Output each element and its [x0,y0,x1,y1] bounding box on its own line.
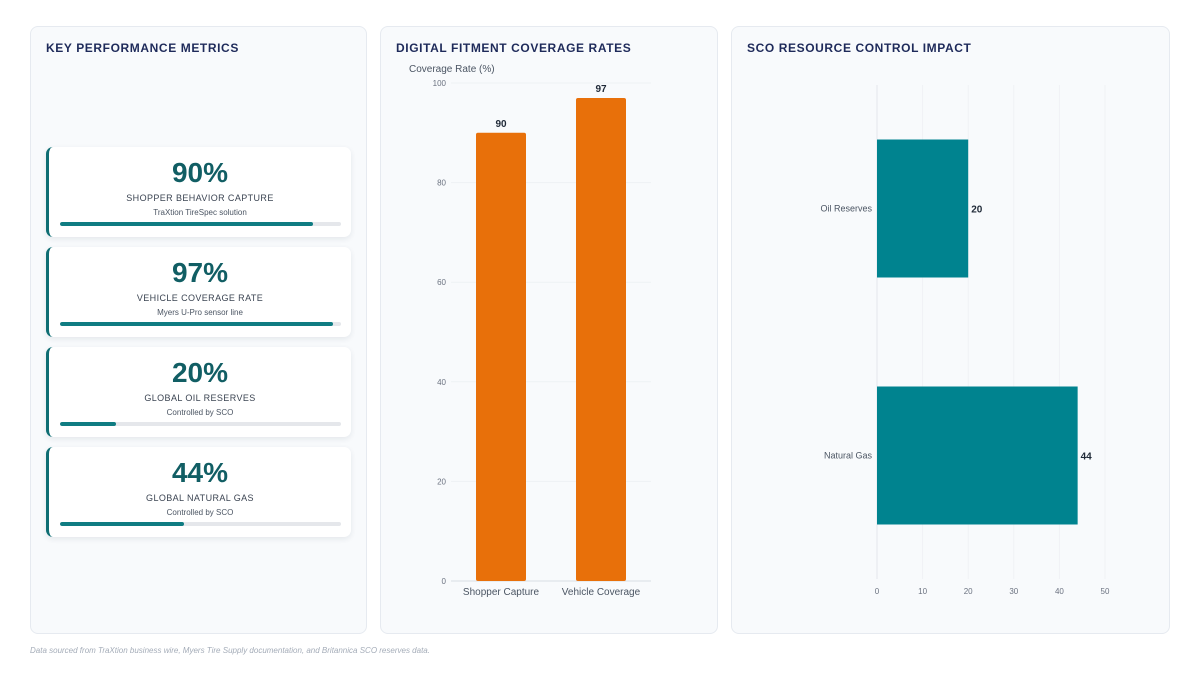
kpi-panel: KEY PERFORMANCE METRICS 90% SHOPPER BEHA… [30,26,367,634]
y-tick-label: Natural Gas [824,451,873,461]
y-tick-label: 60 [437,278,446,287]
bar [476,132,526,582]
kpi-label: SHOPPER BEHAVIOR CAPTURE [126,193,274,203]
kpi-value: 90% [171,157,229,188]
y-tick-label: 80 [437,179,446,188]
footnote: Data sourced from TraXtion business wire… [30,646,430,655]
x-tick-label: 30 [1009,587,1018,596]
kpi-progress-fill [60,422,117,426]
kpi-subtitle: TraXtion TireSpec solution [153,208,247,217]
coverage-panel-title: DIGITAL FITMENT COVERAGE RATES [396,41,632,55]
coverage-bar-chart: Coverage Rate (%) 0 20 40 60 80 100 90 Shopper C… [409,64,651,598]
kpi-label: VEHICLE COVERAGE RATE [136,293,264,303]
kpi-card-vehicle-coverage: 97% VEHICLE COVERAGE RATE Myers U-Pro se… [46,247,351,337]
kpi-subtitle: Controlled by SCO [166,408,234,417]
y-tick-label: 0 [442,577,447,586]
kpi-value: 97% [171,257,229,288]
kpi-card-natural-gas: 44% GLOBAL NATURAL GAS Controlled by SCO [46,447,351,537]
data-label: 44 [1081,452,1093,463]
kpi-label: GLOBAL NATURAL GAS [146,493,254,503]
x-tick-label: 0 [875,587,880,596]
kpi-card-oil-reserves: 20% GLOBAL OIL RESERVES Controlled by SC… [46,347,351,437]
bar [877,386,1078,525]
x-tick-label: Vehicle Coverage [562,587,641,598]
x-tick-label: Shopper Capture [463,587,540,598]
kpi-subtitle: Controlled by SCO [166,508,234,517]
y-tick-label: Oil Reserves [820,204,872,214]
kpi-card-shopper-behavior: 90% SHOPPER BEHAVIOR CAPTURE TraXtion Ti… [46,147,351,237]
x-tick-label: 10 [918,587,927,596]
kpi-progress-track [60,422,341,426]
x-tick-label: 20 [964,587,973,596]
kpi-progress-track [60,522,341,526]
bar [576,97,626,581]
kpi-progress-track [60,222,341,226]
kpi-progress-fill [60,522,184,526]
y-axis-label: Coverage Rate (%) [409,64,495,75]
kpi-subtitle: Myers U-Pro sensor line [157,308,243,317]
kpi-progress-fill [60,322,333,326]
coverage-panel: DIGITAL FITMENT COVERAGE RATES Coverage … [380,26,718,634]
y-tick-label: 100 [433,79,447,88]
kpi-value: 20% [171,357,229,388]
data-label: 20 [971,205,983,216]
sco-panel: SCO RESOURCE CONTROL IMPACT 0 10 20 30 40 50 2… [731,26,1170,634]
bar [877,139,969,278]
kpi-label: GLOBAL OIL RESERVES [144,393,256,403]
kpi-panel-title: KEY PERFORMANCE METRICS [46,41,239,55]
sco-panel-title: SCO RESOURCE CONTROL IMPACT [747,41,972,55]
kpi-value: 44% [171,457,229,488]
x-tick-label: 50 [1101,587,1110,596]
kpi-progress-track [60,322,341,326]
x-tick-label: 40 [1055,587,1064,596]
data-label: 90 [495,119,507,130]
sco-bar-chart: 0 10 20 30 40 50 20 Oil Reserves 44 Natural Gas [820,85,1110,596]
data-label: 97 [595,84,607,95]
kpi-progress-fill [60,222,313,226]
y-tick-label: 40 [437,378,446,387]
y-tick-label: 20 [437,477,446,486]
